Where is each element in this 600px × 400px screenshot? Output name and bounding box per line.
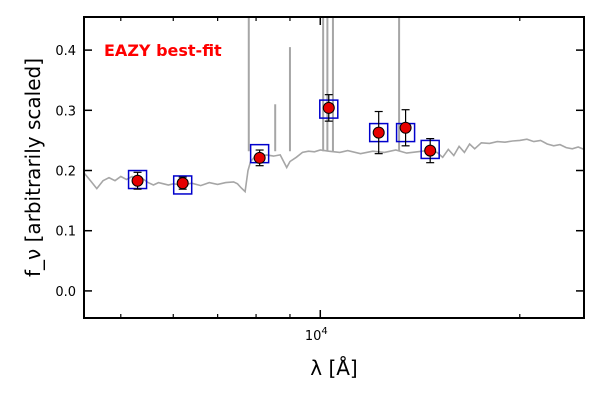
data-point — [253, 151, 266, 164]
x-axis-label: λ [Å] — [310, 356, 357, 380]
y-tick-label: 0.0 — [55, 285, 76, 300]
data-point — [424, 144, 437, 157]
y-tick-label: 0.4 — [55, 44, 76, 59]
x-tick-label: 104 — [305, 326, 328, 344]
y-axis-label: f_ν [arbitrarily scaled] — [21, 58, 45, 277]
data-point — [131, 174, 144, 187]
data-point — [372, 126, 385, 139]
plot-frame — [83, 16, 585, 319]
data-point — [322, 101, 335, 114]
model-flux-box — [172, 175, 193, 195]
model-spectrum-line — [84, 138, 584, 194]
data-point — [399, 121, 412, 134]
annotation-label: EAZY best-fit — [104, 41, 222, 60]
y-tick-label: 0.1 — [55, 225, 76, 240]
y-tick-label: 0.3 — [55, 104, 76, 119]
y-tick-label: 0.2 — [55, 165, 76, 180]
data-layer — [84, 17, 584, 195]
data-point — [176, 177, 189, 190]
